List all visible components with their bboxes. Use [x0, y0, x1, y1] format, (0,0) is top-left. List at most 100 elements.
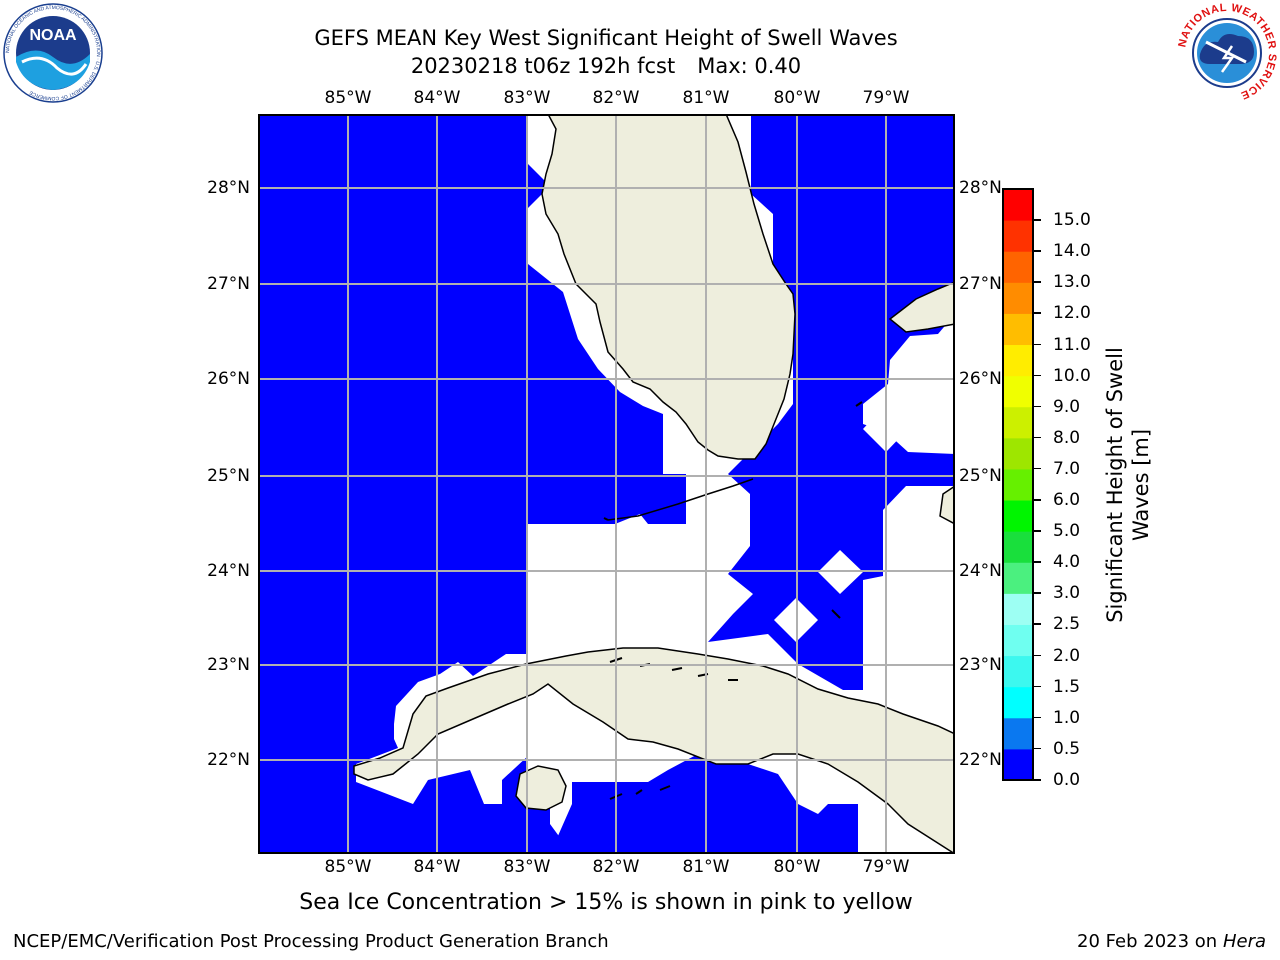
colorbar-tick-mark [1034, 467, 1041, 470]
colorbar-swatch [1003, 468, 1033, 501]
colorbar-tick-mark [1034, 779, 1041, 781]
lat-label-right: 27°N [959, 274, 1002, 294]
colorbar-tick-label: 3.0 [1053, 583, 1081, 604]
lat-label-left: 23°N [207, 655, 250, 675]
colorbar-tick-label: 1.0 [1053, 707, 1081, 728]
lon-label-top: 83°W [503, 88, 551, 108]
colorbar-swatch [1003, 717, 1033, 750]
lon-label-bottom: 84°W [413, 857, 461, 877]
colorbar-tick-label: 5.0 [1053, 521, 1081, 542]
lat-label-left: 28°N [207, 178, 250, 198]
land-bahamas [888, 281, 955, 333]
map-subtitle: 20230218 t06z 192h fcst Max: 0.40 [256, 54, 956, 78]
lat-label-left: 26°N [207, 369, 250, 389]
swell-field-south [550, 754, 858, 854]
footer-host: Hera [1222, 931, 1266, 952]
footer-date: 20 Feb 2023 on Hera [1077, 931, 1266, 952]
graticule [258, 114, 955, 854]
colorbar-swatch [1003, 220, 1033, 252]
colorbar-swatch [1003, 655, 1033, 688]
footer-date-text: 20 Feb 2023 on [1077, 931, 1218, 952]
colorbar-swatch [1003, 375, 1033, 408]
lon-label-bottom: 79°W [862, 857, 910, 877]
forecast-run: 20230218 t06z 192h fcst [410, 54, 676, 78]
lat-label-right: 24°N [959, 561, 1002, 581]
colorbar-tick-label: 2.0 [1053, 645, 1081, 666]
footer-credit: NCEP/EMC/Verification Post Processing Pr… [13, 931, 609, 952]
colorbar-tick-label: 0.0 [1053, 770, 1081, 790]
lon-label-top: 84°W [413, 88, 461, 108]
colorbar-tick-label: 6.0 [1053, 490, 1081, 511]
colorbar-tick-label: 15.0 [1053, 210, 1091, 231]
nws-logo: NATIONAL WEATHER SERVICE [1176, 2, 1278, 102]
swell-field-east [708, 114, 955, 690]
colorbar-tick-mark [1034, 374, 1041, 377]
lon-label-bottom: 81°W [682, 857, 730, 877]
lat-label-left: 22°N [207, 750, 250, 770]
colorbar-tick-mark [1034, 561, 1041, 563]
colorbar-swatch [1003, 282, 1033, 314]
colorbar-tick-label: 9.0 [1053, 396, 1081, 417]
colorbar-tick-label: 12.0 [1053, 303, 1091, 324]
colorbar-tick-mark [1034, 716, 1041, 719]
colorbar-tick-label: 2.5 [1053, 614, 1081, 635]
colorbar-tick-label: 7.0 [1053, 458, 1081, 479]
lon-label-bottom: 83°W [503, 857, 551, 877]
map-title: GEFS MEAN Key West Significant Height of… [314, 26, 898, 50]
colorbar-tick-label: 4.0 [1053, 552, 1081, 573]
colorbar-swatch [1003, 686, 1033, 719]
lon-label-bottom: 85°W [324, 857, 372, 877]
lon-label-top: 79°W [862, 88, 910, 108]
colorbar-tick-label: 14.0 [1053, 241, 1091, 262]
svg-text:NOAA: NOAA [29, 27, 77, 44]
colorbar-swatch [1003, 406, 1033, 439]
colorbar [1002, 188, 1034, 781]
colorbar-tick-mark [1034, 312, 1041, 314]
colorbar-swatch [1003, 500, 1033, 532]
colorbar-tick-label: 1.5 [1053, 676, 1081, 697]
sea-ice-note: Sea Ice Concentration > 15% is shown in … [299, 890, 913, 915]
colorbar-tick-mark [1034, 747, 1041, 750]
colorbar-label-line1: Significant Height of Swell [1103, 347, 1127, 623]
lon-label-top: 81°W [682, 88, 730, 108]
lat-label-right: 23°N [959, 655, 1002, 675]
colorbar-tick-mark [1034, 499, 1041, 501]
colorbar-swatch [1003, 344, 1033, 377]
lat-label-left: 24°N [207, 561, 250, 581]
colorbar-swatch [1003, 748, 1033, 781]
colorbar-border [1002, 188, 1034, 781]
colorbar-tick-label: 8.0 [1053, 427, 1081, 448]
lat-label-right: 28°N [959, 178, 1002, 198]
lat-label-left: 27°N [207, 274, 250, 294]
colorbar-swatch [1003, 624, 1033, 657]
colorbar-swatch [1003, 437, 1033, 470]
lon-label-top: 85°W [324, 88, 372, 108]
colorbar-swatch [1003, 313, 1033, 346]
lon-label-top: 80°W [773, 88, 821, 108]
colorbar-tick-label: 10.0 [1053, 365, 1091, 386]
colorbar-tick-mark [1034, 405, 1041, 408]
land-cuba [353, 647, 955, 854]
land-isle-of-youth [515, 765, 567, 811]
colorbar-swatch [1003, 189, 1033, 221]
lon-label-top: 82°W [592, 88, 640, 108]
land-andros [939, 485, 955, 525]
colorbar-swatch [1003, 251, 1033, 283]
colorbar-tick-mark [1034, 281, 1041, 283]
lat-label-right: 25°N [959, 466, 1002, 486]
colorbar-tick-mark [1034, 654, 1041, 657]
lat-label-right: 26°N [959, 369, 1002, 389]
max-value: Max: 0.40 [697, 54, 802, 78]
colorbar-tick-label: 11.0 [1053, 334, 1091, 355]
colorbar-tick-mark [1034, 250, 1041, 252]
noaa-logo: NOAA NATIONAL OCEANIC AND ATMOSPHERIC AD… [3, 3, 103, 103]
lat-label-left: 25°N [207, 466, 250, 486]
colorbar-tick-mark [1034, 343, 1041, 346]
lon-label-bottom: 80°W [773, 857, 821, 877]
colorbar-swatch [1003, 593, 1033, 625]
colorbar-tick-label: 0.5 [1053, 738, 1081, 759]
land-florida [541, 114, 796, 460]
colorbar-tick-mark [1034, 685, 1041, 688]
florida-keys [607, 478, 754, 521]
colorbar-swatch [1003, 531, 1033, 563]
